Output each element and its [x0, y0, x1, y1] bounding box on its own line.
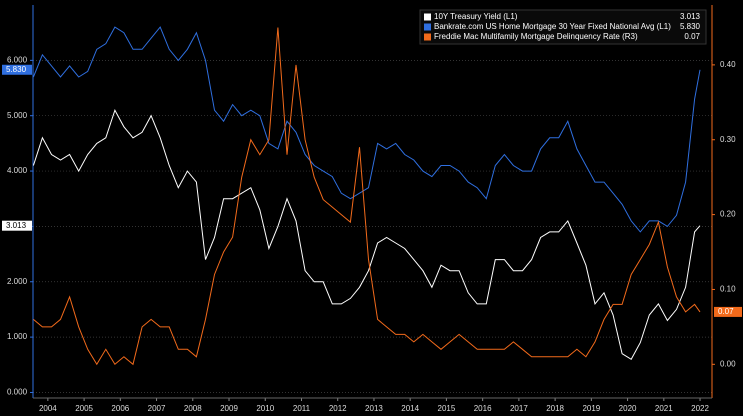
y2-tick-label: 0.10 [720, 285, 736, 294]
last-value-label: 0.07 [718, 307, 734, 316]
y2-tick-label: 0.40 [720, 60, 736, 69]
series-line [32, 26, 701, 233]
y-tick-label: 0.000 [7, 388, 28, 397]
x-tick-label: 2014 [401, 404, 419, 413]
legend-value: 3.013 [680, 12, 701, 21]
x-tick-label: 2005 [75, 404, 93, 413]
last-value-label: 3.013 [6, 221, 27, 230]
y-tick-label: 4.000 [7, 166, 28, 175]
x-tick-label: 2021 [655, 404, 673, 413]
x-tick-label: 2019 [582, 404, 600, 413]
last-value-tag [714, 306, 742, 317]
legend-swatch [424, 23, 431, 31]
last-value-tag [2, 220, 32, 231]
x-tick-label: 2013 [365, 404, 383, 413]
x-tick-label: 2017 [510, 404, 528, 413]
x-tick-label: 2011 [293, 404, 311, 413]
x-tick-label: 2020 [619, 404, 637, 413]
y-tick-label: 5.000 [7, 111, 28, 120]
x-tick-label: 2008 [184, 404, 202, 413]
legend-value: 0.07 [684, 32, 700, 41]
legend-label: Bankrate.com US Home Mortgage 30 Year Fi… [434, 22, 671, 31]
x-tick-label: 2010 [256, 404, 274, 413]
last-value-label: 5.830 [6, 65, 27, 74]
x-tick-label: 2006 [111, 404, 129, 413]
y2-tick-label: 0.30 [720, 135, 736, 144]
x-tick-label: 2018 [546, 404, 564, 413]
y-tick-label: 2.000 [7, 277, 28, 286]
legend-swatch [424, 33, 431, 41]
x-tick-label: 2007 [148, 404, 166, 413]
x-tick-label: 2012 [329, 404, 347, 413]
legend: 10Y Treasury Yield (L1) 3.013 Bankrate.com… [419, 9, 707, 45]
series-line [33, 27, 701, 366]
y-tick-label: 1.000 [7, 332, 28, 341]
legend-value: 5.830 [680, 22, 701, 31]
last-value-tag [2, 64, 32, 75]
legend-box [419, 9, 707, 45]
series-line [32, 108, 701, 361]
y2-tick-label: 0.00 [720, 359, 736, 368]
x-tick-label: 2009 [220, 404, 238, 413]
x-tick-label: 2016 [474, 404, 492, 413]
x-tick-label: 2015 [438, 404, 456, 413]
legend-label: Freddie Mac Multifamily Mortgage Delinqu… [434, 32, 638, 41]
y2-tick-label: 0.20 [720, 210, 736, 219]
x-tick-label: 2022 [691, 404, 709, 413]
y-tick-label: 6.000 [7, 55, 28, 64]
legend-label: 10Y Treasury Yield (L1) [434, 12, 518, 21]
legend-swatch [424, 13, 431, 21]
x-tick-label: 2004 [39, 404, 57, 413]
